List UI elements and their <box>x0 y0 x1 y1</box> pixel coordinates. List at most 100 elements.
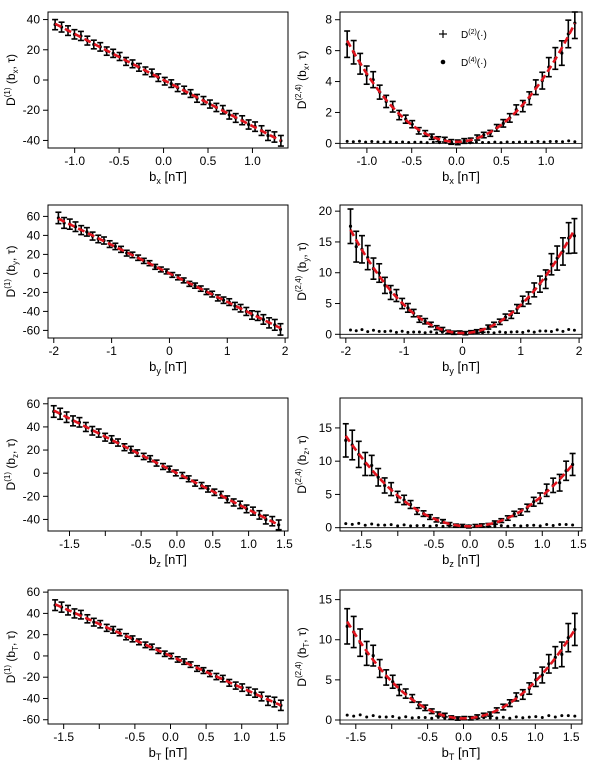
fourth-moment-point <box>366 330 370 334</box>
data-point <box>547 662 551 666</box>
fourth-moment-point <box>499 524 503 528</box>
fourth-moment-point <box>481 140 485 144</box>
fourth-moment-point <box>488 716 492 720</box>
plot-frame <box>47 204 289 339</box>
fourth-moment-point <box>376 523 380 527</box>
x-tick-label: 1.0 <box>534 537 551 551</box>
x-tick-label: 0.5 <box>498 537 515 551</box>
x-tick-label: -1.5 <box>345 730 366 744</box>
fourth-moment-point <box>428 524 432 528</box>
y-tick-label: 0 <box>33 649 40 663</box>
fourth-moment-point <box>536 140 540 144</box>
fourth-moment-point <box>547 714 551 718</box>
data-point <box>512 512 516 516</box>
legend-label: D(2)(·) <box>461 29 487 41</box>
fourth-moment-point <box>388 140 392 144</box>
fourth-moment-point <box>567 328 571 332</box>
fourth-moment-point <box>517 140 521 144</box>
x-tick-label: 1.5 <box>563 730 580 744</box>
y-tick-label: 60 <box>27 585 41 599</box>
y-tick-label: 10 <box>319 633 333 647</box>
x-tick-label: -0.5 <box>401 154 422 168</box>
y-tick-label: 20 <box>27 443 41 457</box>
data-point <box>201 668 206 673</box>
data-point <box>193 284 197 288</box>
x-tick-label: 1.0 <box>527 730 544 744</box>
fourth-moment-point <box>508 716 512 720</box>
fourth-moment-point <box>492 331 496 335</box>
data-point <box>348 224 353 228</box>
x-tick-label: 0.0 <box>455 730 472 744</box>
y-tick-label: -20 <box>23 103 41 117</box>
y-axis-label: D(2,4) (bT, τ) <box>294 627 311 686</box>
chart-panel-d24-bx: -1.0 -0.5 0.0 0.5 1.0 0 2 4 6 8 bx [nT] D(2,4) (bx,… <box>294 11 583 186</box>
data-point <box>208 102 212 106</box>
x-tick-label: 0.5 <box>198 730 215 744</box>
x-tick-label: -1.5 <box>53 730 74 744</box>
y-tick-label: 60 <box>27 209 41 223</box>
y-tick-label: 20 <box>319 204 333 218</box>
x-axis-label: bz [nT] <box>149 552 187 569</box>
fit-line <box>54 603 282 707</box>
fourth-moment-point <box>542 140 546 144</box>
y-tick-label: 0 <box>325 327 332 341</box>
fourth-moment-point <box>474 140 478 144</box>
legend-dot-marker <box>440 59 446 65</box>
x-tick-label: -0.5 <box>417 730 438 744</box>
data-point <box>153 265 157 269</box>
fourth-moment-point <box>501 715 505 719</box>
fourth-moment-point <box>348 328 352 332</box>
y-tick-label: 0 <box>33 466 40 480</box>
data-point <box>277 523 281 527</box>
fourth-moment-point <box>383 329 387 333</box>
fourth-moment-point <box>417 330 421 334</box>
fourth-moment-point <box>350 522 354 526</box>
x-tick-label: 0.0 <box>155 154 172 168</box>
y-tick-label: 0 <box>33 73 40 87</box>
data-point <box>370 463 374 468</box>
fourth-moment-point <box>345 713 349 717</box>
fourth-moment-point <box>436 715 440 719</box>
data-point <box>85 230 89 234</box>
fourth-moment-point <box>493 524 497 528</box>
y-tick-label: -40 <box>23 304 41 318</box>
y-tick-label: -20 <box>23 670 41 684</box>
fourth-moment-point <box>558 523 562 527</box>
fourth-moment-point <box>463 331 467 335</box>
plot-frame <box>47 11 289 149</box>
fourth-moment-point <box>409 524 413 528</box>
fourth-moment-point <box>423 716 427 720</box>
plot-frame <box>47 589 289 725</box>
fourth-moment-point <box>456 716 460 720</box>
y-tick-label: 40 <box>27 13 41 27</box>
fourth-moment-point <box>545 523 549 527</box>
data-point <box>233 304 237 308</box>
fourth-moment-point <box>360 328 364 332</box>
data-point <box>493 521 497 525</box>
data-point <box>354 245 358 249</box>
fourth-moment-point <box>382 140 386 144</box>
fourth-moment-point <box>573 714 577 718</box>
data-point <box>501 121 505 125</box>
data-point <box>167 467 172 471</box>
y-tick-label: 20 <box>27 247 41 261</box>
x-tick-label: 0.0 <box>462 537 479 551</box>
x-tick-label: 2 <box>576 344 583 358</box>
y-tick-label: 15 <box>319 235 333 249</box>
y-tick-label: 6 <box>325 44 332 58</box>
y-tick-label: 0 <box>325 521 332 535</box>
x-tick-label: 1.0 <box>240 537 257 551</box>
fourth-moment-point <box>530 140 534 144</box>
fourth-moment-point <box>410 716 414 720</box>
data-point <box>187 477 191 481</box>
fourth-moment-point <box>383 523 387 527</box>
y-tick-label: 20 <box>27 43 41 57</box>
data-point <box>430 135 434 139</box>
x-tick-label: 1.0 <box>244 154 261 168</box>
fit-line <box>346 22 576 144</box>
fourth-moment-point <box>509 330 513 334</box>
fourth-moment-point <box>532 523 536 527</box>
fourth-moment-point <box>486 330 490 334</box>
